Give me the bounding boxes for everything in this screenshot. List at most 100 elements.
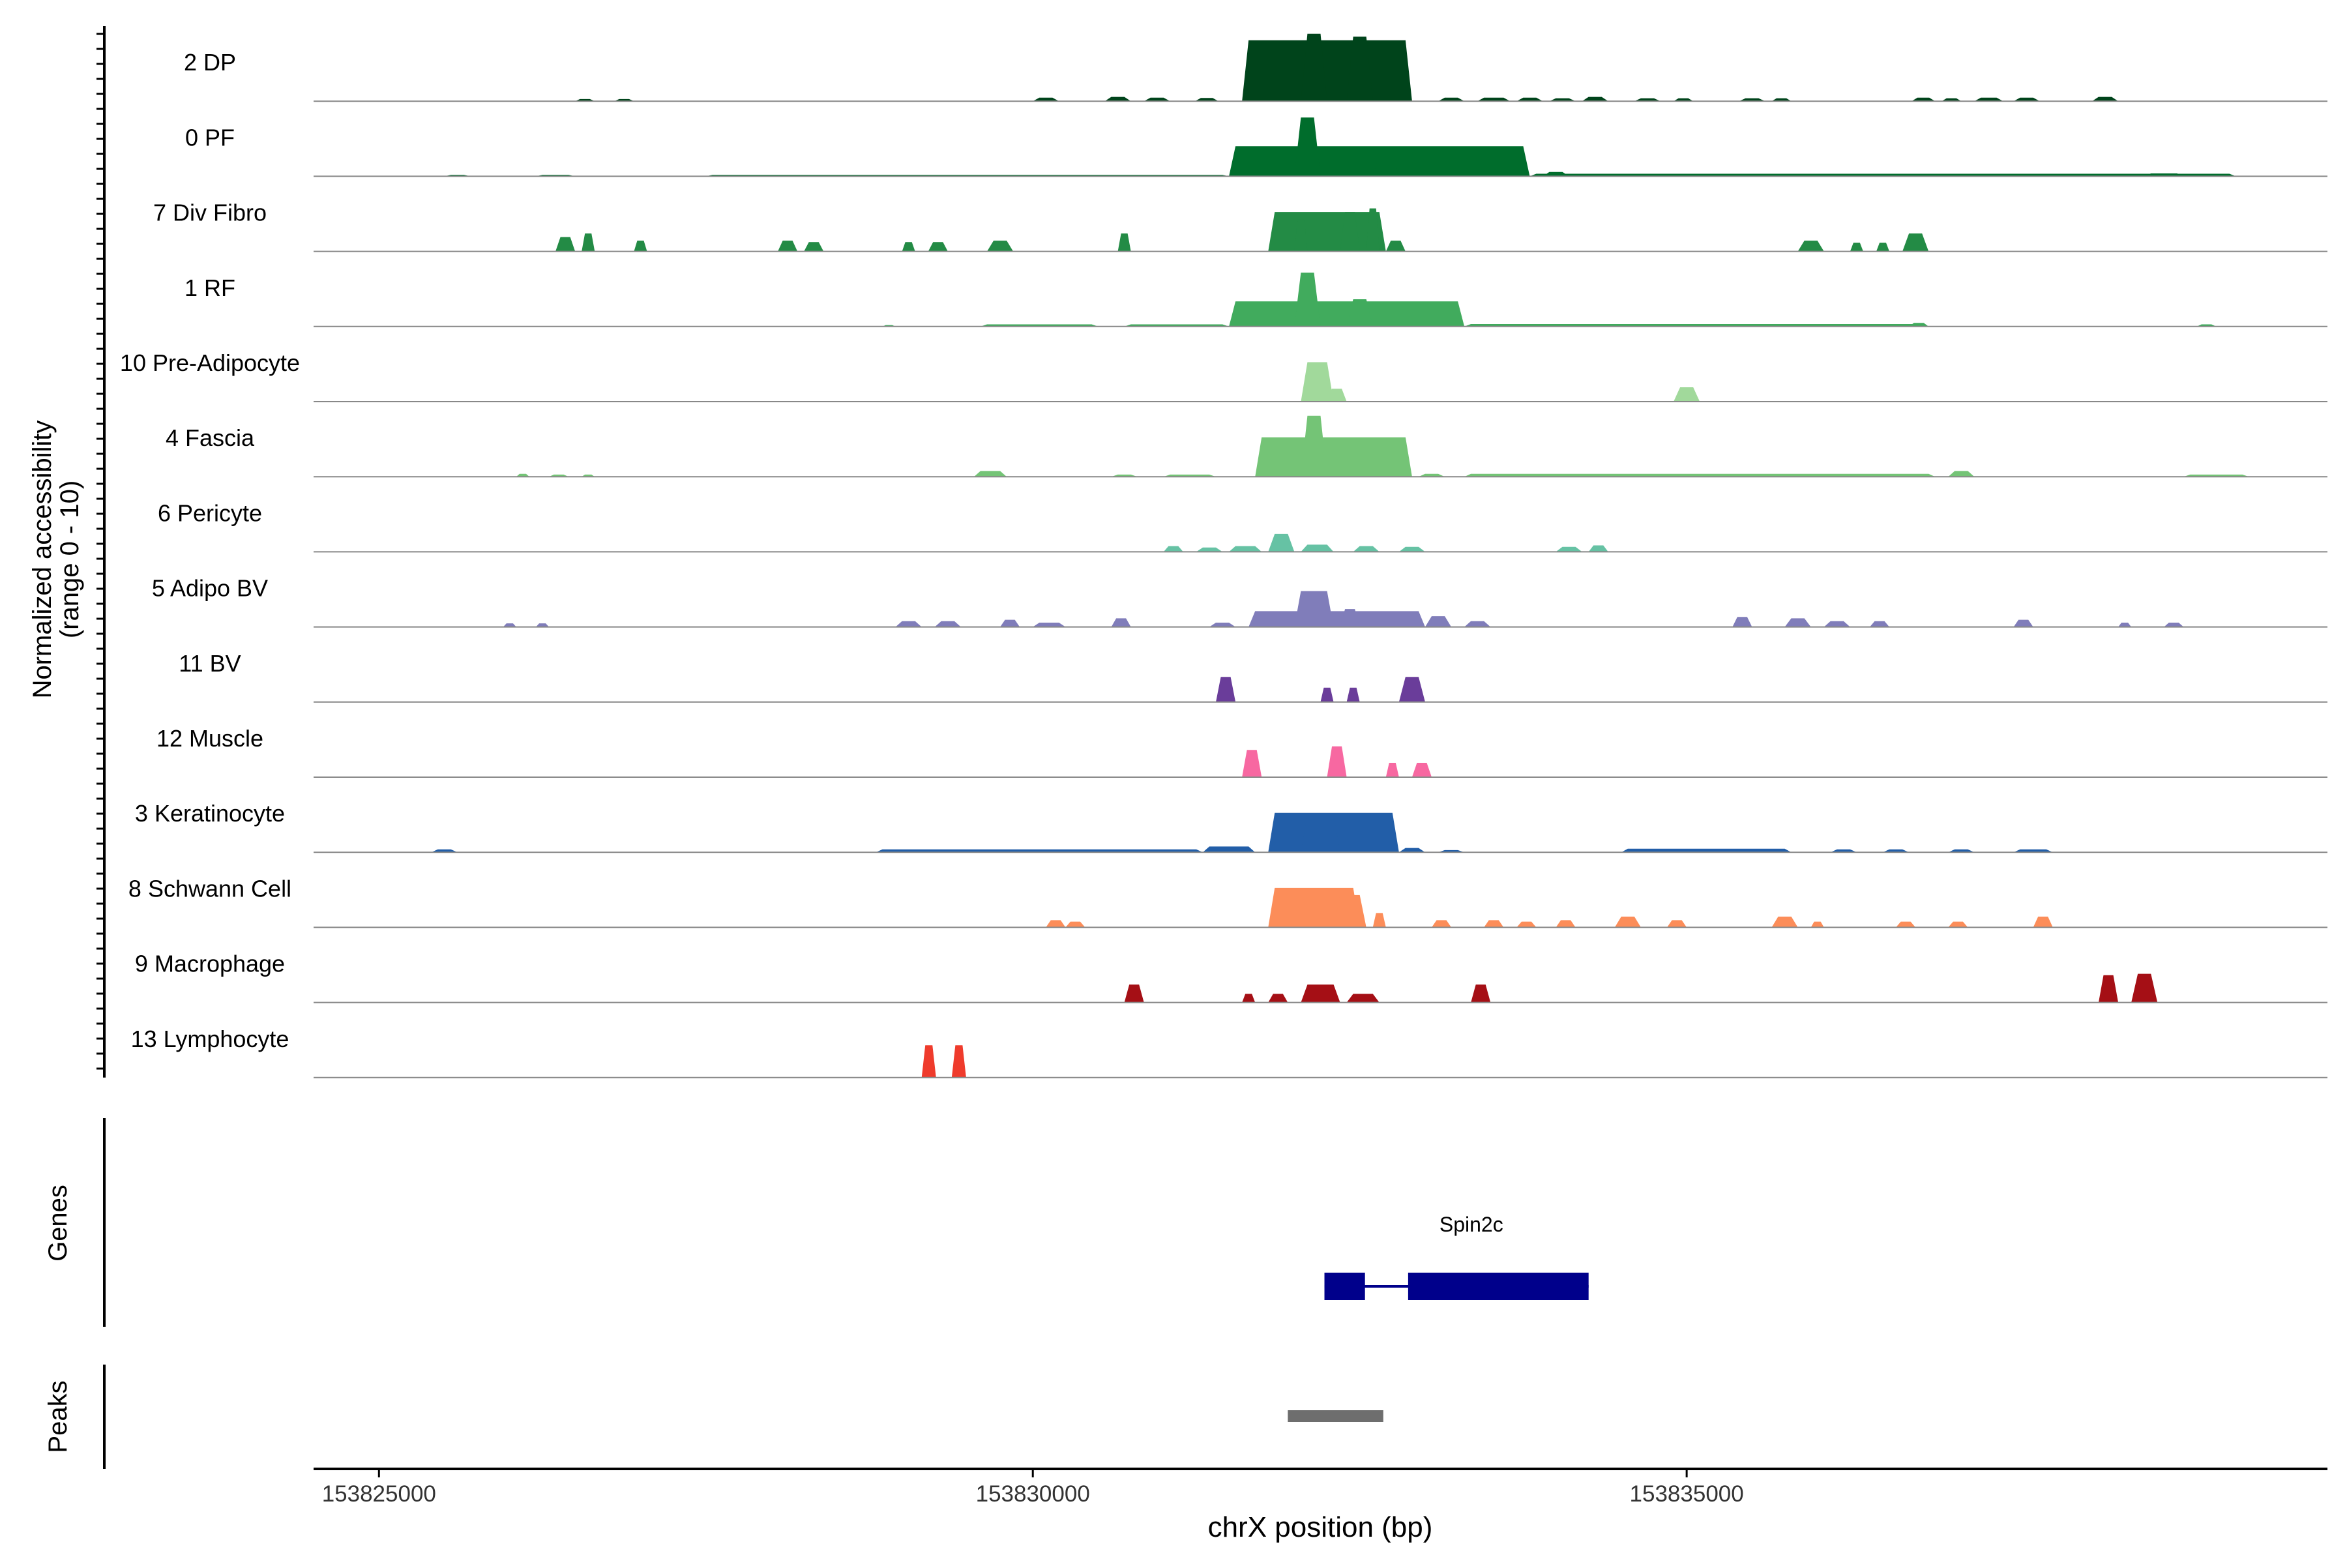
coverage-segment [2013,849,2053,853]
coverage-segment [1294,591,1334,627]
coverage-segment [535,623,550,627]
coverage-segment [1046,920,1066,928]
track: 10 Pre-Adipocyte [120,349,2327,402]
coverage-segment [1268,994,1288,1003]
coverage-segment [1784,618,1811,627]
coverage-segment [1366,208,1380,252]
track: 4 Fascia [166,415,2327,478]
coverage-segment [1549,98,1576,102]
coverage-segment [1464,473,1936,477]
coverage-segment [1588,545,1608,552]
track-label: 11 BV [179,650,241,677]
track-label: 1 RF [185,274,235,301]
coverage-segment [1771,98,1792,102]
coverage-segment [1033,623,1066,627]
gene-exon [1324,1273,1365,1300]
x-tick-label: 153825000 [322,1481,436,1507]
coverage-segment [1301,815,1340,853]
coverage-segment [1912,97,1936,102]
coverage-segment [876,849,1203,853]
track: 3 Keratinocyte [135,800,2327,853]
coverage-segment [1941,98,1962,102]
coverage-segment [1771,916,1798,928]
coverage-segment [1582,96,1608,102]
coverage-segment [1194,98,1219,102]
coverage-segment [1346,299,1373,327]
coverage-segment [2098,975,2119,1003]
coverage-segment [1111,618,1131,627]
track-label: 0 PF [185,124,235,151]
coverage-segment [2144,173,2184,177]
track-label: 5 Adipo BV [152,575,268,602]
coverage-segment [1398,546,1425,552]
coverage-segment [1229,546,1262,552]
coverage-segment [1634,98,1661,102]
coverage-segment [1301,984,1340,1003]
coverage-segment [1739,98,1765,102]
coverage-segment [1294,273,1321,327]
coverage-segment [1431,920,1452,928]
gene-model: Spin2c [1324,1213,1589,1300]
coverage-segment [582,233,595,252]
coverage-segment [1209,623,1236,627]
coverage-segment [1411,763,1432,777]
track-label: 4 Fascia [166,424,255,451]
x-tick-label: 153830000 [976,1481,1090,1507]
peak-region [1288,1410,1383,1422]
tracks-group: 2 DP 0 PF 7 Div Fibro 1 RF 10 Pre-Adipocyte 4… [96,26,2327,1078]
track-label: 3 Keratinocyte [135,800,285,827]
coverage-segment [1418,473,1445,477]
track-label: 13 Lymphocyte [131,1026,289,1052]
coverage-segment [1294,219,1308,252]
coverage-segment [1242,994,1256,1003]
coverage-segment [1242,40,1412,102]
coverage-segment [2013,97,2040,102]
coverage-segment [902,242,915,252]
coverage-segment [2013,619,2033,627]
coverage-segment [1248,611,1425,627]
coverage-segment [1614,916,1641,928]
coverage-segment [1333,895,1366,928]
coverage-segment [1301,362,1334,402]
coverage-segment [1385,763,1399,777]
coverage-segment [1732,617,1752,627]
coverage-segment [1242,750,1262,777]
genes-group: Spin2c [103,1118,1589,1327]
coverage-segment [503,623,516,627]
coverage-segment [1117,233,1131,252]
track: 9 Macrophage [135,951,2327,1003]
coverage-segment [1948,849,1975,853]
coverage-segment [951,1045,966,1078]
x-axis-label: chrX position (bp) [1208,1511,1433,1543]
coverage-segment [778,241,798,252]
coverage-segment [1556,920,1576,928]
coverage-segment [1438,97,1465,102]
coverage-segment [928,242,948,252]
coverage-segment [1327,389,1347,402]
coverage-segment [1353,441,1380,477]
coverage-segment [1202,846,1256,853]
coverage-segment [1065,921,1085,928]
coverage-segment [1948,471,1975,477]
coverage-segment [1902,233,1929,252]
gene-label: Spin2c [1439,1213,1503,1236]
coverage-segment [973,471,1007,477]
track: 8 Schwann Cell [128,875,2327,928]
coverage-segment [1301,33,1327,102]
coverage-segment [1163,546,1183,552]
coverage-segment [1810,921,1824,928]
gene-exon [1408,1273,1589,1300]
coverage-segment [2131,973,2158,1003]
genes-panel-label: Genes [44,1185,72,1262]
coverage-segment [1301,544,1334,552]
y-axis-label-line2: (range 0 - 10) [55,481,84,638]
coverage-segment [1464,621,1491,627]
coverage-segment [2033,916,2053,928]
coverage-segment [1144,97,1170,102]
track: 7 Div Fibro [153,200,2327,252]
track: 2 DP [184,33,2327,102]
coverage-segment [1346,687,1360,702]
coverage-segment [1340,609,1360,627]
track-label: 10 Pre-Adipocyte [120,349,300,376]
